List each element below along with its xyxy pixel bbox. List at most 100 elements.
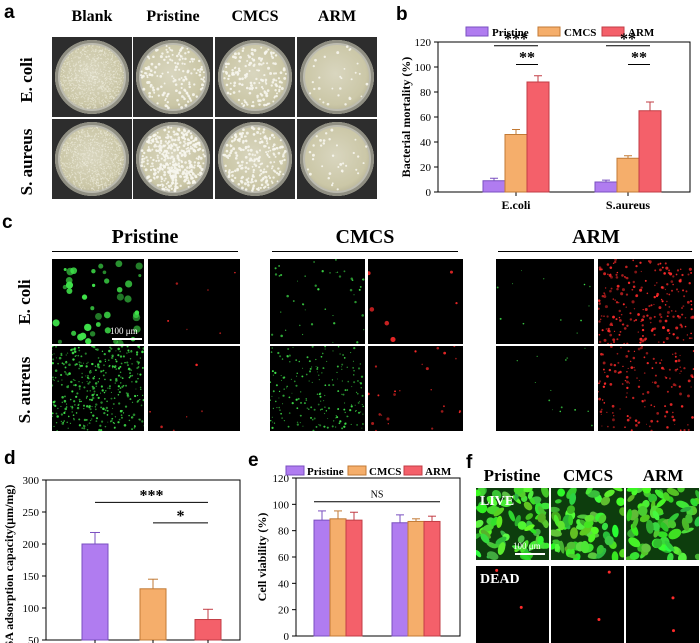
petri-dish [55,40,129,114]
y-tick-label: 60 [420,112,432,124]
y-tick-label: 80 [278,526,290,538]
panel-f-col-pristine: Pristine [483,466,541,485]
y-tick-label: 80 [420,87,432,99]
y-tick-label: 0 [284,631,290,643]
bar-arm [526,81,550,193]
live-cell-image [551,488,624,560]
legend-label: CMCS [369,466,401,478]
y-tick-label: 50 [28,635,40,643]
panel-c-group-arm: ARM [572,226,620,248]
dead-cell-image [551,566,624,643]
live-cell-image [626,488,699,560]
petri-dish [300,122,374,196]
panel-a-col-arm: ARM [317,8,357,25]
panel-f-row-live: LIVE [480,494,515,509]
y-axis-label: Bacterial mortality (%) [399,57,413,178]
panel-f-row-dead: DEAD [480,572,520,587]
bar-cmcs [329,518,347,637]
bar-cmcs [139,588,167,641]
y-tick-label: 250 [23,507,40,519]
panel-c-row-ecoli: E. coli [15,279,34,325]
y-tick-label: 100 [415,62,432,74]
bar-arm [638,110,662,193]
bar-pristine [313,519,331,637]
bar-cmcs [616,157,640,193]
panel-c-group-pristine: Pristine [111,226,179,248]
bar-pristine [482,180,506,193]
panel-f-col-cmcs: CMCS [562,466,614,485]
panel-label-e: e [248,450,259,471]
petri-dish-photo [297,119,377,199]
panel-f-scale-bar [515,553,545,555]
petri-dish-photo [215,119,295,199]
sig-saureus-cmcs-arm: ** [631,50,647,67]
sig-ns: NS [371,490,384,501]
fluorescence-image [496,346,594,431]
sig-ecoli-pristine-arm: *** [504,31,528,48]
panel-a-col-blank: Blank [71,8,113,25]
y-tick-label: 200 [23,539,40,551]
legend-label: CMCS [564,27,596,39]
panel-label-c: c [2,212,13,233]
legend-swatch [285,465,305,476]
y-tick-label: 300 [23,475,40,487]
bar-cmcs [407,520,425,637]
petri-dish [136,122,210,196]
petri-dish [136,40,210,114]
bar-pristine [391,522,409,637]
petri-dish-photo [297,37,377,117]
fluorescence-image [52,259,144,344]
y-tick-label: 100 [23,603,40,615]
legend-swatch [537,26,561,37]
fluorescence-image [148,259,240,344]
y-tick-label: 150 [23,571,40,583]
panel-c-rule-pristine [52,251,238,252]
panel-label-a: a [4,2,15,23]
fluorescence-image [368,346,463,431]
panel-f-scale-label: 100 μm [513,541,541,551]
panel-c-row-saureus: S. aureus [15,356,34,424]
petri-dish-photo [215,37,295,117]
y-tick-label: 40 [278,578,290,590]
x-tick-label: S.aureus [606,198,650,210]
y-tick-label: 40 [420,137,432,149]
fluorescence-image [598,346,694,431]
y-axis-label: Cell viability (%) [255,513,269,602]
sig-saureus-pristine-arm: ** [620,31,636,48]
panel-label-d: d [4,448,16,469]
panel-a-col-cmcs: CMCS [231,8,279,25]
panel-f-col-arm: ARM [642,466,684,485]
fluorescence-image [368,259,463,344]
y-tick-label: 20 [420,162,432,174]
legend-label: ARM [425,466,452,478]
legend-swatch [465,26,489,37]
y-tick-label: 20 [278,605,290,617]
panel-a-row-ecoli: E. coli [17,57,36,103]
fluorescence-image [270,259,365,344]
sig-pristine-arm: *** [140,487,164,504]
petri-dish-photo [52,37,132,117]
sig-cmcs-arm: * [177,508,185,525]
petri-dish-photo [52,119,132,199]
legend-label: ARM [628,27,655,39]
bar-pristine [594,181,618,193]
fluorescence-image [598,259,694,344]
panel-a-row-saureus: S. aureus [17,128,36,196]
panel-label-b: b [396,4,408,25]
bar-arm [345,519,363,637]
legend-label: Pristine [307,466,344,478]
panel-c-scale-bar [112,338,142,340]
panel-label-f: f [466,452,473,473]
panel-c-group-cmcs: CMCS [335,226,395,248]
chart-bsa-adsorption: 50 100 150 200 250 300 BSA adsorption capacity… [2,475,241,643]
legend-swatch [403,465,423,476]
y-tick-label: 120 [273,473,290,485]
y-tick-label: 100 [273,499,290,511]
chart-cell-viability: 0 20 40 60 80 100 120 Cell viability (%) Pristin… [255,465,461,643]
sig-ecoli-cmcs-arm: ** [519,50,535,67]
panel-c-scale-label: 100 μm [110,326,138,336]
legend-swatch [601,26,625,37]
y-tick-label: 0 [426,187,432,199]
bar-arm [194,619,222,641]
